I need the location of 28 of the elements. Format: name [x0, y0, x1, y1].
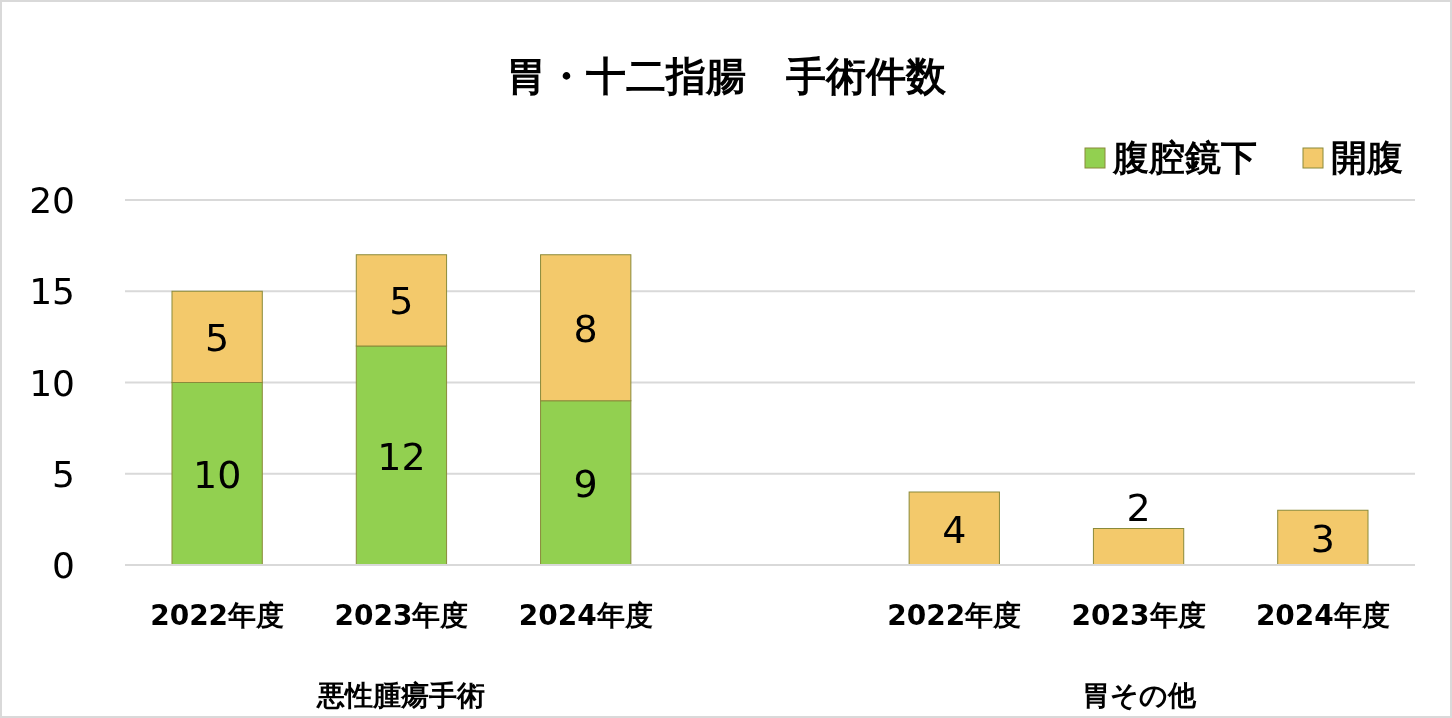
bar — [1277, 509, 1369, 566]
y-tick-label: 0 — [52, 545, 75, 586]
text: 悪性腫瘍手術 — [316, 679, 486, 712]
data-label: 4 — [942, 507, 967, 552]
y-tick-label: 5 — [52, 453, 75, 495]
legend-label: 腹腔鏡下 — [1112, 137, 1257, 178]
bar — [908, 491, 1000, 566]
y-tick-label: 20 — [29, 180, 75, 221]
x-tick-label: 2022年度 — [887, 599, 1022, 632]
y-tick-label: 15 — [29, 271, 75, 313]
chart-title: 胃・十二指腸 手術件数 — [506, 53, 947, 99]
x-tick-label: 2024年度 — [1255, 599, 1390, 632]
x-tick-label: 2022年度 — [150, 599, 285, 632]
x-tick-label: 2023年度 — [334, 599, 469, 632]
data-label: 5 — [205, 315, 230, 360]
bar — [1092, 528, 1185, 566]
legend-label: 開腹 — [1331, 137, 1403, 178]
data-label: 12 — [377, 434, 426, 479]
x-tick-label: 2024年度 — [518, 599, 653, 632]
y-tick-label: 10 — [29, 362, 75, 404]
x-tick-label: 2023年度 — [1071, 599, 1206, 632]
data-label: 5 — [389, 279, 414, 324]
data-label: 9 — [573, 461, 598, 506]
data-label: 8 — [573, 306, 598, 351]
data-label: 3 — [1310, 516, 1335, 561]
text: 胃その他 — [1081, 679, 1197, 712]
data-label: 10 — [192, 452, 242, 497]
data-label: 2 — [1126, 485, 1151, 530]
